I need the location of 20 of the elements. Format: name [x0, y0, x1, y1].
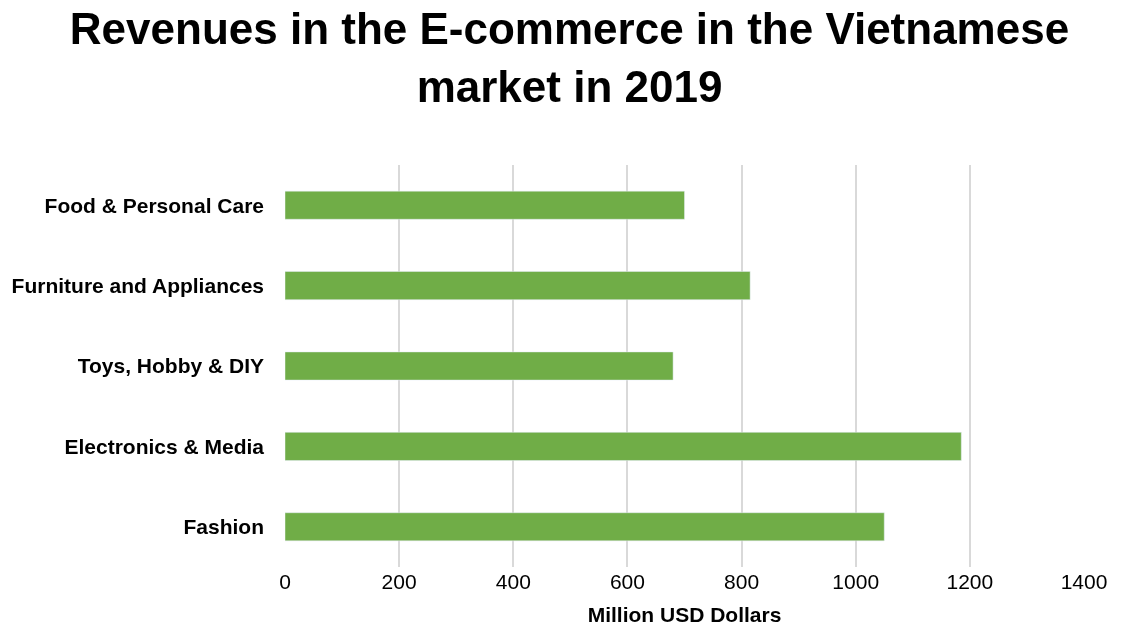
bar: [285, 271, 751, 300]
x-tick-label: 1400: [1060, 570, 1108, 593]
bar: [285, 512, 885, 542]
bar: [285, 432, 962, 461]
x-axis-title: Million USD Dollars: [587, 603, 782, 627]
y-tick-label: Fashion: [183, 515, 264, 539]
x-tick-label: 800: [724, 570, 760, 593]
x-tick-label: 1200: [946, 570, 994, 593]
y-tick-label: Toys, Hobby & DIY: [77, 354, 264, 378]
bar: [285, 190, 685, 220]
y-tick-label: Furniture and Appliances: [11, 273, 264, 297]
bar: [285, 351, 674, 381]
y-tick-label: Electronics & Media: [64, 434, 265, 458]
x-tick-label: 200: [381, 570, 417, 593]
x-tick-label: 0: [279, 570, 291, 593]
x-tick-label: 1000: [832, 570, 880, 593]
chart-title: Revenues in the E-commerce in the Vietnamese market in 2019: [69, 4, 1070, 111]
y-tick-label: Food & Personal Care: [44, 193, 264, 217]
x-tick-label: 600: [609, 570, 645, 593]
x-tick-label: 400: [495, 570, 531, 593]
